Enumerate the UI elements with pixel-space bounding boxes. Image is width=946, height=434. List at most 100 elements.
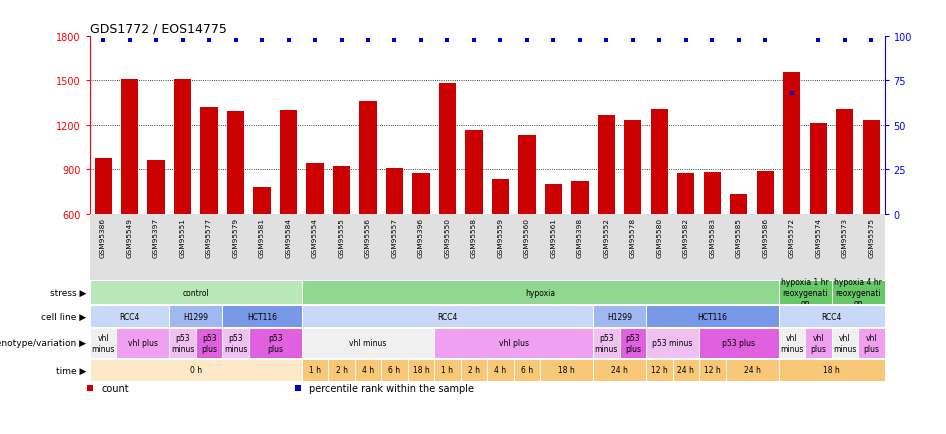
Bar — [704, 173, 721, 214]
Bar — [302, 305, 593, 328]
Bar — [646, 329, 699, 358]
Bar — [518, 136, 535, 214]
Text: GSM95585: GSM95585 — [736, 217, 742, 257]
Bar — [328, 359, 355, 381]
Bar — [492, 179, 509, 214]
Text: GSM95555: GSM95555 — [339, 217, 344, 257]
Text: vhl plus: vhl plus — [499, 339, 529, 348]
Bar — [95, 159, 112, 214]
Text: 4 h: 4 h — [362, 365, 374, 375]
Bar — [832, 329, 858, 358]
Text: vhl
minus: vhl minus — [833, 333, 856, 353]
Text: GSM95554: GSM95554 — [312, 217, 318, 257]
Text: RCC4: RCC4 — [119, 312, 140, 321]
Text: time ▶: time ▶ — [56, 365, 86, 375]
Bar — [545, 184, 562, 214]
Bar — [779, 359, 885, 381]
Text: p53
minus: p53 minus — [595, 333, 618, 353]
Text: GSM95397: GSM95397 — [153, 217, 159, 257]
Text: p53
plus: p53 plus — [201, 333, 217, 353]
Bar — [174, 80, 191, 214]
Bar — [836, 109, 853, 214]
Text: GDS1772 / EOS14775: GDS1772 / EOS14775 — [90, 23, 227, 36]
Text: GSM95551: GSM95551 — [180, 217, 185, 257]
Text: GSM95572: GSM95572 — [789, 217, 795, 257]
Text: HCT116: HCT116 — [247, 312, 277, 321]
Bar — [227, 112, 244, 214]
Bar — [805, 329, 832, 358]
Text: p53 minus: p53 minus — [653, 339, 692, 348]
Text: 24 h: 24 h — [611, 365, 628, 375]
Bar — [858, 329, 885, 358]
Bar — [386, 168, 403, 214]
Bar — [598, 116, 615, 214]
Bar — [832, 281, 885, 304]
Text: 1 h: 1 h — [442, 365, 453, 375]
Bar — [465, 131, 482, 214]
Text: H1299: H1299 — [607, 312, 632, 321]
Text: 24 h: 24 h — [677, 365, 694, 375]
Text: p53
plus: p53 plus — [268, 333, 283, 353]
Bar — [359, 102, 377, 214]
Text: GSM95556: GSM95556 — [365, 217, 371, 257]
Text: 2 h: 2 h — [468, 365, 480, 375]
Bar — [620, 329, 646, 358]
Text: vhl plus: vhl plus — [128, 339, 158, 348]
Bar — [434, 359, 461, 381]
Bar — [201, 108, 218, 214]
Text: GSM95386: GSM95386 — [100, 217, 106, 257]
Bar — [783, 72, 800, 214]
Bar — [461, 359, 487, 381]
Text: GSM95398: GSM95398 — [577, 217, 583, 257]
Bar — [757, 171, 774, 214]
Text: GSM95580: GSM95580 — [657, 217, 662, 257]
Text: genotype/variation ▶: genotype/variation ▶ — [0, 339, 86, 348]
Bar — [726, 359, 779, 381]
Text: GSM95577: GSM95577 — [206, 217, 212, 257]
Bar — [434, 329, 593, 358]
Bar — [651, 109, 668, 214]
Text: vhl
minus: vhl minus — [780, 333, 803, 353]
Bar — [90, 359, 302, 381]
Bar — [90, 329, 116, 358]
Text: GSM95559: GSM95559 — [498, 217, 503, 257]
Text: GSM95582: GSM95582 — [683, 217, 689, 257]
Bar — [487, 359, 514, 381]
Text: GSM95560: GSM95560 — [524, 217, 530, 257]
Bar — [593, 305, 646, 328]
Text: HCT116: HCT116 — [697, 312, 727, 321]
Text: GSM95586: GSM95586 — [762, 217, 768, 257]
Bar — [779, 281, 832, 304]
Text: 18 h: 18 h — [823, 365, 840, 375]
Bar — [624, 121, 641, 214]
Text: stress ▶: stress ▶ — [49, 288, 86, 297]
Bar — [307, 163, 324, 214]
Text: GSM95575: GSM95575 — [868, 217, 874, 257]
Text: 12 h: 12 h — [651, 365, 668, 375]
Text: vhl
plus: vhl plus — [811, 333, 826, 353]
Bar — [699, 329, 779, 358]
Bar — [863, 120, 880, 214]
Bar — [593, 329, 620, 358]
Text: GSM95578: GSM95578 — [630, 217, 636, 257]
Bar — [302, 281, 779, 304]
Bar — [254, 187, 271, 214]
Text: GSM95573: GSM95573 — [842, 217, 848, 257]
Text: 1 h: 1 h — [309, 365, 321, 375]
Bar — [540, 359, 593, 381]
Text: RCC4: RCC4 — [821, 312, 842, 321]
Bar — [90, 281, 302, 304]
Text: 12 h: 12 h — [704, 365, 721, 375]
Bar — [439, 84, 456, 214]
Text: p53
plus: p53 plus — [625, 333, 640, 353]
Text: vhl
minus: vhl minus — [92, 333, 114, 353]
Bar — [169, 329, 196, 358]
Bar — [412, 174, 429, 214]
Text: H1299: H1299 — [184, 312, 208, 321]
Bar — [514, 359, 540, 381]
Bar — [280, 111, 297, 214]
Text: 18 h: 18 h — [558, 365, 575, 375]
Text: GSM95550: GSM95550 — [445, 217, 450, 257]
Text: RCC4: RCC4 — [437, 312, 458, 321]
Text: 0 h: 0 h — [190, 365, 201, 375]
